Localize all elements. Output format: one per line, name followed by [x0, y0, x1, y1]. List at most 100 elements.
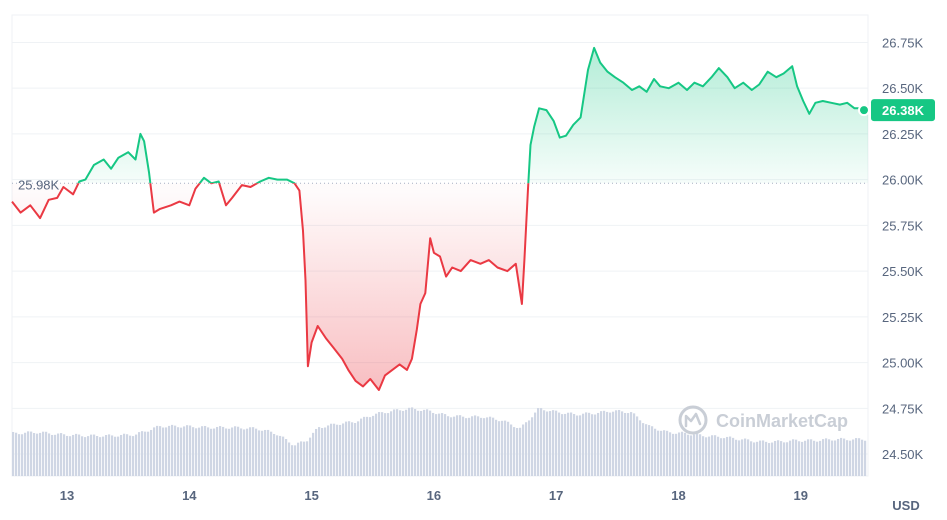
- volume-bar: [642, 423, 645, 476]
- y-tick-label: 26.50K: [882, 81, 924, 96]
- volume-bar: [441, 413, 444, 476]
- volume-bar: [348, 421, 351, 476]
- volume-bar: [183, 426, 186, 476]
- volume-bar: [564, 413, 567, 476]
- volume-bar: [375, 413, 378, 476]
- volume-bar: [363, 416, 366, 476]
- volume-bar: [372, 415, 375, 476]
- volume-bar: [306, 441, 309, 476]
- volume-bar: [444, 414, 447, 476]
- volume-bar: [549, 411, 552, 476]
- volume-bar: [288, 442, 291, 476]
- volume-bar: [330, 423, 333, 476]
- y-tick-label: 25.00K: [882, 356, 924, 371]
- volume-bar: [60, 433, 63, 476]
- volume-bar: [42, 431, 45, 476]
- volume-bar: [861, 439, 864, 476]
- volume-bar: [615, 410, 618, 476]
- volume-bar: [540, 408, 543, 476]
- volume-bar: [849, 440, 852, 476]
- volume-bar: [201, 426, 204, 476]
- volume-bar: [66, 435, 69, 476]
- volume-bar: [411, 407, 414, 476]
- volume-bar: [693, 434, 696, 476]
- volume-bar: [228, 428, 231, 476]
- volume-bar: [462, 416, 465, 476]
- volume-bar: [447, 416, 450, 476]
- volume-bar: [768, 443, 771, 476]
- volume-bar: [729, 436, 732, 476]
- volume-bar: [321, 427, 324, 476]
- volume-bar: [402, 410, 405, 476]
- volume-bar: [225, 428, 228, 476]
- area-below-baseline: [12, 183, 529, 390]
- volume-bar: [777, 440, 780, 476]
- volume-bar: [258, 430, 261, 476]
- volume-bar: [15, 432, 18, 476]
- volume-bar: [156, 425, 159, 476]
- volume-bar: [648, 425, 651, 476]
- volume-bar: [801, 441, 804, 476]
- volume-bar: [108, 434, 111, 476]
- volume-bar: [111, 435, 114, 476]
- volume-bar: [747, 439, 750, 476]
- volume-bar: [513, 427, 516, 476]
- baseline-value-label: 25.98K: [18, 177, 60, 192]
- volume-bar: [531, 417, 534, 476]
- volume-bar: [93, 434, 96, 476]
- volume-bar: [414, 409, 417, 476]
- volume-bar: [318, 427, 321, 476]
- volume-bar: [537, 408, 540, 476]
- volume-bar: [543, 410, 546, 476]
- volume-bar: [687, 434, 690, 476]
- volume-bar: [603, 410, 606, 476]
- volume-bar: [189, 425, 192, 476]
- volume-bar: [813, 440, 816, 476]
- volume-bar: [213, 428, 216, 476]
- volume-bar: [168, 425, 171, 476]
- volume-bar: [618, 409, 621, 476]
- volume-bar: [546, 411, 549, 476]
- x-tick-label: 18: [671, 488, 685, 503]
- volume-bar: [90, 434, 93, 476]
- volume-bar: [21, 434, 24, 476]
- price-area: [12, 47, 868, 390]
- volume-bar: [495, 419, 498, 476]
- volume-bar: [762, 440, 765, 476]
- y-tick-label: 25.75K: [882, 218, 924, 233]
- volume-bar: [660, 430, 663, 476]
- volume-bar: [699, 434, 702, 476]
- volume-bar: [630, 412, 633, 476]
- volume-bar: [54, 434, 57, 476]
- volume-bar: [30, 431, 33, 476]
- volume-bar: [552, 410, 555, 476]
- price-line: [11, 46, 869, 391]
- volume-bar: [663, 430, 666, 476]
- volume-bar: [759, 440, 762, 476]
- volume-bar: [393, 409, 396, 476]
- volume-bar: [141, 431, 144, 476]
- volume-bars: [12, 407, 867, 476]
- volume-bar: [489, 416, 492, 476]
- volume-bar: [144, 431, 147, 476]
- volume-bar: [636, 416, 639, 476]
- volume-bar: [210, 428, 213, 476]
- volume-bar: [708, 436, 711, 476]
- volume-bar: [555, 410, 558, 476]
- volume-bar: [249, 427, 252, 476]
- x-tick-label: 17: [549, 488, 563, 503]
- volume-bar: [81, 436, 84, 476]
- volume-bar: [819, 440, 822, 476]
- volume-bar: [852, 439, 855, 476]
- volume-bar: [606, 411, 609, 476]
- volume-bar: [354, 423, 357, 476]
- volume-bar: [705, 437, 708, 476]
- current-price-label: 26.38K: [882, 103, 925, 118]
- volume-bar: [120, 434, 123, 476]
- volume-bar: [834, 440, 837, 476]
- volume-bar: [45, 431, 48, 476]
- volume-bar: [114, 436, 117, 476]
- volume-bar: [399, 410, 402, 476]
